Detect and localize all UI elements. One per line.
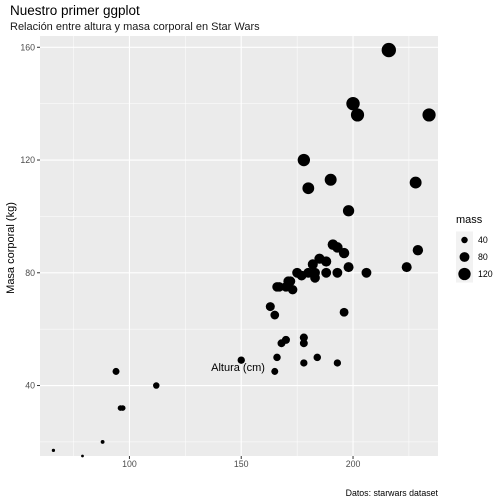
data-point: [265, 302, 275, 312]
legend-title: mass: [456, 214, 483, 226]
data-point: [343, 262, 354, 273]
data-point: [350, 108, 365, 122]
y-tick-label: 40: [25, 381, 35, 391]
chart-subtitle: Relación entre altura y masa corporal en…: [10, 21, 260, 33]
y-tick-label: 160: [20, 42, 35, 52]
data-point: [409, 176, 422, 189]
data-point: [299, 333, 308, 342]
data-point: [299, 339, 308, 348]
data-point: [401, 262, 412, 273]
data-point: [333, 359, 342, 367]
data-point: [100, 439, 105, 444]
panel-background: [40, 36, 438, 456]
data-point: [332, 267, 343, 278]
data-point: [81, 454, 84, 458]
data-point: [297, 153, 311, 167]
data-point: [287, 284, 298, 295]
data-point: [119, 405, 126, 411]
legend-label: 40: [478, 235, 488, 245]
minor-gridlines: [40, 36, 438, 456]
x-axis: 100 150 200: [122, 456, 360, 469]
data-point: [321, 267, 332, 278]
data-point: [274, 282, 285, 292]
data-point: [339, 307, 349, 317]
data-points: [51, 42, 436, 458]
data-point: [271, 367, 279, 375]
legend-key: [458, 267, 471, 281]
data-point: [310, 267, 320, 278]
chart-title: Nuestro primer ggplot: [10, 3, 140, 18]
y-tick-label: 120: [20, 155, 35, 165]
data-point: [307, 259, 318, 270]
data-point: [361, 267, 372, 278]
x-tick-label: 100: [122, 459, 137, 469]
data-point: [270, 310, 280, 320]
data-point: [321, 256, 332, 267]
data-point: [422, 108, 436, 122]
plot-area: [40, 36, 438, 458]
data-point: [324, 173, 337, 186]
data-point: [112, 367, 120, 375]
data-point: [153, 382, 160, 389]
legend: mass 40 80 120: [456, 214, 493, 283]
legend-label: 120: [478, 269, 493, 279]
data-point: [302, 182, 315, 195]
data-point: [273, 353, 281, 362]
data-point: [51, 448, 56, 452]
data-point: [285, 276, 296, 287]
chart-caption: Datos: starwars dataset: [346, 488, 439, 498]
y-tick-label: 80: [25, 268, 35, 278]
data-point: [237, 356, 245, 364]
y-axis-title: Masa corporal (kg): [5, 202, 17, 294]
data-point: [381, 42, 396, 58]
x-axis-title: Altura (cm): [211, 362, 265, 374]
data-point: [346, 96, 360, 111]
legend-label: 80: [478, 252, 488, 262]
legend-key: [459, 252, 470, 262]
data-point: [338, 247, 350, 259]
x-tick-label: 200: [346, 459, 361, 469]
x-tick-label: 150: [234, 459, 249, 469]
data-point: [313, 353, 322, 362]
legend-keys: 40 80 120: [456, 231, 493, 283]
data-point: [412, 245, 424, 256]
data-point: [281, 335, 290, 344]
legend-key: [461, 236, 468, 244]
data-point: [300, 359, 308, 367]
y-axis: 40 80 120 160: [20, 42, 40, 391]
data-point: [342, 205, 355, 217]
